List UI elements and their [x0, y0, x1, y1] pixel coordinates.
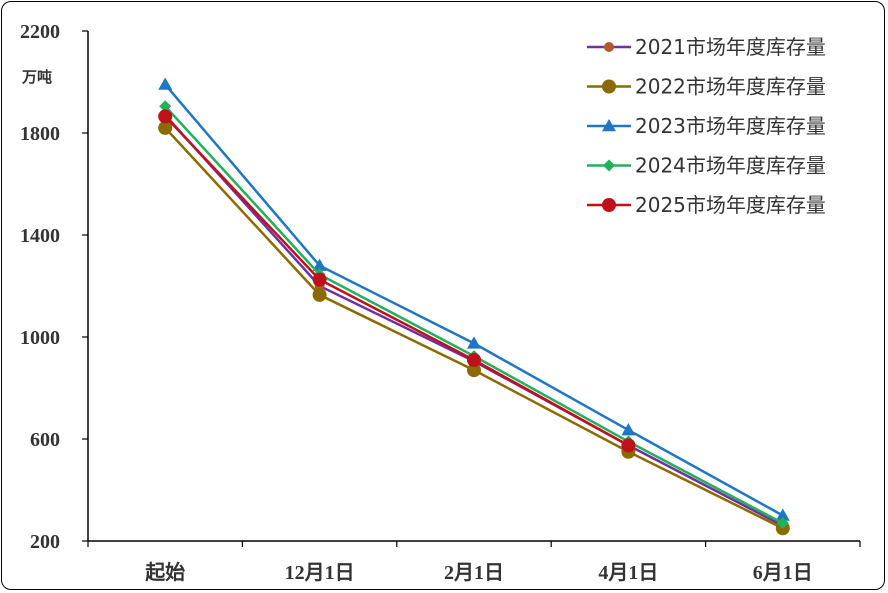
x-tick-label: 4月1日: [598, 562, 658, 584]
data-point: [621, 423, 636, 436]
data-point: [159, 100, 172, 113]
series-5: [158, 109, 636, 453]
y-tick-label: 600: [30, 429, 60, 451]
data-point: [467, 363, 481, 378]
legend-item-5: 2025市场年度库存量: [587, 193, 826, 217]
y-axis-unit-label: 万吨: [21, 68, 52, 86]
legend-swatch-marker: [602, 198, 616, 212]
y-tick-label: 1000: [20, 327, 60, 349]
legend-label: 2022市场年度库存量: [635, 75, 826, 99]
legend-item-1: 2021市场年度库存量: [587, 35, 826, 59]
data-point: [312, 258, 327, 271]
y-tick-label: 2200: [20, 21, 60, 43]
y-tick-label: 1800: [20, 123, 60, 145]
data-point: [467, 336, 481, 349]
x-tick-label: 2月1日: [444, 562, 504, 584]
legend-item-3: 2023市场年度库存量: [587, 114, 826, 138]
x-tick-label: 6月1日: [753, 562, 813, 584]
legend-item-2: 2022市场年度库存量: [587, 75, 826, 99]
x-tick-label: 起始: [144, 560, 185, 584]
data-point: [775, 508, 790, 521]
series-3: [158, 77, 790, 521]
series-line: [164, 83, 784, 517]
y-tick-label: 1400: [20, 225, 60, 247]
legend-label: 2021市场年度库存量: [635, 35, 826, 59]
data-point: [158, 120, 173, 135]
data-point: [158, 77, 173, 90]
data-point: [776, 517, 789, 530]
legend: 2021市场年度库存量 2022市场年度库存量 2023市场年度库存量 2024市场年…: [587, 35, 826, 217]
data-point: [621, 438, 636, 453]
data-point: [312, 272, 327, 287]
data-point: [312, 287, 327, 302]
legend-label: 2023市场年度库存量: [635, 114, 826, 138]
legend-swatch-marker: [602, 119, 616, 132]
data-point: [467, 352, 481, 367]
x-tick-label: 12月1日: [285, 562, 355, 584]
legend-item-4: 2024市场年度库存量: [587, 154, 826, 178]
legend-label: 2025市场年度库存量: [635, 193, 826, 217]
legend-swatch-marker: [604, 42, 614, 52]
legend-swatch-marker: [603, 159, 615, 172]
legend-swatch-marker: [602, 79, 616, 94]
legend-label: 2024市场年度库存量: [635, 154, 826, 178]
series-line: [164, 115, 630, 447]
y-tick-label: 200: [30, 531, 60, 553]
series-2: [158, 120, 790, 536]
axes: 2200 1800 1400 1000 600 200 起始 12月1日 2月1日 4月1日 6月1…: [20, 21, 861, 584]
data-point: [158, 109, 173, 124]
series-layer: [158, 77, 790, 536]
series-line: [164, 127, 784, 530]
